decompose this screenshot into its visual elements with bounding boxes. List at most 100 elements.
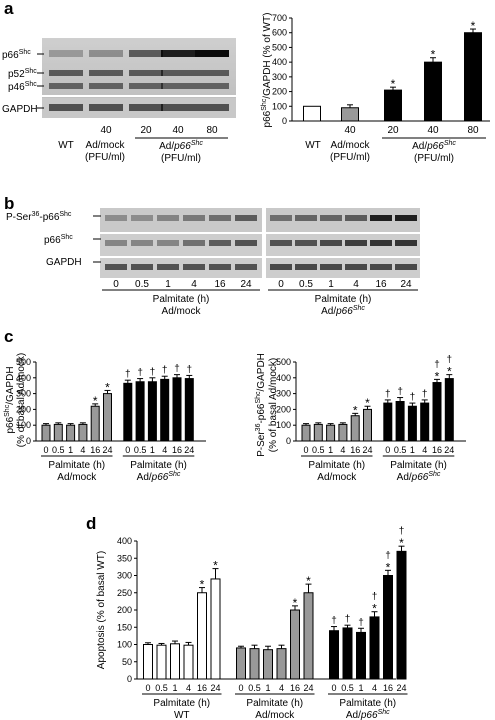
x-group-top-label: Palmitate (h): [390, 460, 447, 471]
bar: [444, 378, 454, 442]
x-tick-label: 0.5: [341, 683, 354, 693]
blot-band: [195, 70, 229, 76]
x-group-label: Ad/mock: [331, 140, 371, 151]
significance-dagger: †: [372, 592, 378, 603]
bar: [183, 644, 194, 680]
bar: [420, 402, 430, 442]
blot-band: [129, 83, 163, 89]
x-group-label: (PFU/ml): [330, 152, 370, 163]
x-group-label: Ad/mock: [255, 710, 295, 720]
blot-b-time-label: 16: [375, 279, 387, 290]
y-tick-label: 0: [282, 116, 287, 126]
significance-dagger: †: [397, 387, 403, 398]
bar: [369, 616, 380, 680]
blot-b-time-label: 0: [278, 279, 284, 290]
bar: [396, 550, 407, 680]
blot-band: [370, 240, 392, 246]
blot-band: [270, 215, 292, 221]
x-tick-label: 0: [145, 683, 150, 693]
y-tick-label: 300: [117, 571, 132, 581]
bar: [424, 61, 442, 122]
bar: [143, 644, 153, 680]
x-group-label: Ad/mock: [317, 472, 357, 483]
blot-a-label-p66: p66Shc: [2, 49, 31, 61]
blot-band: [49, 83, 83, 89]
blot-band: [195, 83, 229, 89]
x-tick-label: 16: [350, 445, 360, 455]
bar: [383, 402, 393, 442]
bar: [329, 630, 339, 680]
significance-dagger: †: [162, 365, 168, 376]
x-group-top-label: Palmitate (h): [153, 698, 210, 709]
blot-band: [370, 264, 392, 270]
bar: [432, 382, 442, 442]
x-tick-label: 1: [358, 683, 363, 693]
bar: [356, 631, 366, 680]
x-tick-label: 0: [125, 445, 130, 455]
x-tick-label: 24: [210, 683, 220, 693]
x-tick-label: 4: [80, 445, 85, 455]
blot-band: [320, 264, 342, 270]
significance-star: *: [293, 596, 298, 610]
x-tick-label: 0.5: [134, 445, 147, 455]
y-axis-label: p66Shc/GAPDH (% of WT): [261, 13, 273, 128]
y-tick-label: 0: [127, 674, 132, 684]
x-tick-label: 16: [432, 445, 442, 455]
chart-a-bar: 0 100 200 300 400 500 600 700 * * * 40 20 40 80 WT Ad/mo…: [261, 13, 490, 164]
blot-band: [209, 215, 231, 221]
blot-band: [89, 104, 123, 111]
y-tick-label: 250: [117, 588, 132, 598]
x-tick-label: 24: [303, 683, 313, 693]
significance-dagger: †: [399, 526, 405, 537]
blot-band: [235, 264, 257, 270]
panel-b-blot: [100, 208, 420, 278]
blot-band: [49, 104, 83, 111]
blot-b-gapdh-p66: [266, 258, 420, 278]
bar: [338, 423, 348, 442]
blot-b-pser-p66: [266, 208, 420, 232]
bar: [326, 424, 336, 442]
bar: [210, 578, 221, 680]
significance-dagger: †: [358, 617, 364, 628]
x-tick-label: 0.5: [52, 445, 65, 455]
blot-band: [235, 215, 257, 221]
x-tick-label: 16: [383, 683, 393, 693]
x-group-label: (PFU/ml): [414, 153, 454, 164]
x-tick-label: 4: [186, 683, 191, 693]
y-tick-label: 50: [122, 657, 132, 667]
x-tick-label: 0: [43, 445, 48, 455]
blot-band: [295, 215, 317, 221]
significance-star: *: [365, 396, 370, 410]
x-group-label: Ad/mock: [57, 472, 97, 483]
blot-band: [345, 240, 367, 246]
x-group-top-label: Palmitate (h): [130, 460, 187, 471]
blot-band: [89, 50, 123, 57]
blot-band: [345, 215, 367, 221]
blot-band: [89, 83, 123, 89]
blot-band: [270, 240, 292, 246]
blot-band: [270, 264, 292, 270]
bar: [301, 424, 311, 442]
significance-dagger: †: [125, 369, 131, 380]
bar: [342, 627, 353, 680]
y-tick-label: 300: [16, 389, 31, 399]
y-tick-label: 400: [16, 373, 31, 383]
x-tick-label: 0.5: [394, 445, 407, 455]
significance-dagger: †: [422, 389, 428, 400]
blot-a-label-p46: p46Shc: [8, 81, 37, 93]
x-group-label: Ad/p66Shc: [137, 471, 181, 483]
blot-b-group-mock: Ad/mock: [162, 306, 202, 317]
x-tick-label: 4: [162, 445, 167, 455]
bar: [53, 423, 63, 442]
y-axis-label: (% of basal Ad/mock): [16, 353, 27, 447]
blot-b-label-p66: p66Shc: [44, 234, 73, 246]
significance-dagger: †: [150, 367, 156, 378]
bar: [350, 415, 360, 442]
bar: [147, 381, 157, 442]
y-tick-label: 300: [272, 72, 287, 82]
y-tick-label: 400: [272, 57, 287, 67]
x-tick-label: 0.5: [248, 683, 261, 693]
bar: [90, 405, 100, 442]
